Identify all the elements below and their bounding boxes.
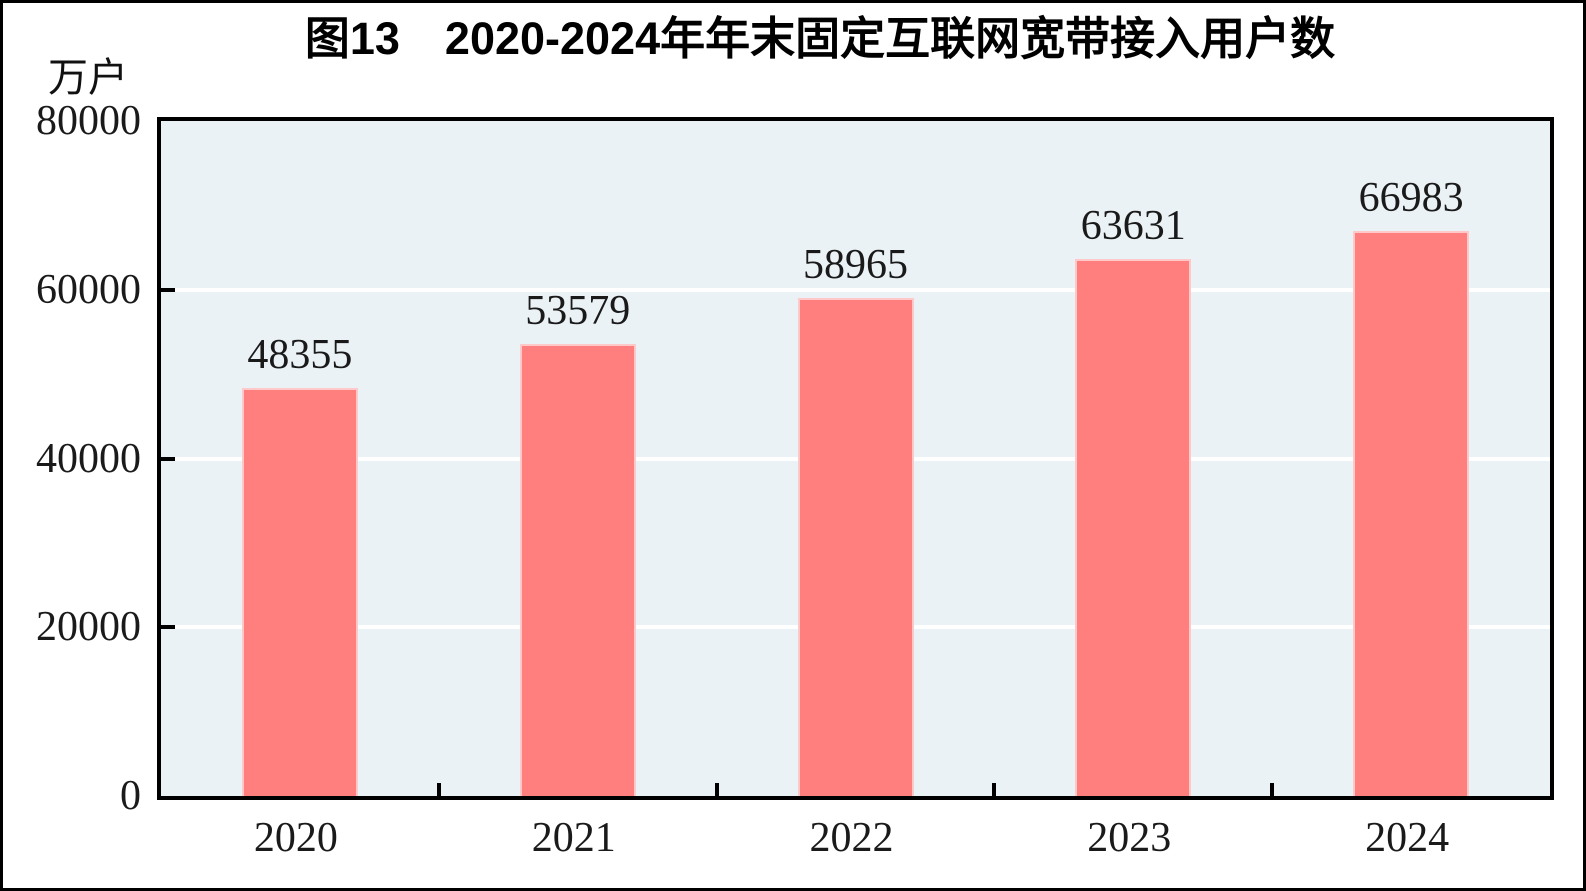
x-axis-tick-3 [992,783,997,796]
y-tick-label-60000: 60000 [36,266,141,313]
y-tick-label-20000: 20000 [36,604,141,651]
y-axis-unit-label: 万户 [48,55,128,100]
bar-value-label-2023: 63631 [1080,203,1186,250]
bar-value-label-2024: 66983 [1358,174,1464,221]
y-tick-label-80000: 80000 [36,98,141,144]
bar-2022 [797,298,914,796]
bar-2020 [241,388,358,796]
bar-value-label-2021: 53579 [525,287,631,334]
x-category-label-2020: 2020 [253,815,338,861]
bar-2024 [1353,230,1470,796]
x-axis-tick-2 [714,783,719,796]
bar-value-label-2022: 58965 [803,242,908,289]
y-tick-label-40000: 40000 [36,435,141,482]
x-axis: 2020 2021 2022 2023 2024 [157,815,1554,865]
y-axis-tick-20000 [161,625,175,630]
bar-2023 [1075,259,1192,796]
x-axis-tick-1 [436,783,441,796]
x-axis-tick-4 [1270,783,1275,796]
bar-2021 [519,343,636,796]
gridline-60000 [161,287,1550,292]
y-axis: 0 20000 40000 60000 80000 [3,100,141,817]
x-category-label-2024: 2024 [1365,815,1450,861]
bar-value-label-2020: 48355 [247,332,353,379]
x-category-label-2022: 2022 [809,815,894,861]
x-category-label-2021: 2021 [531,815,616,861]
x-category-label-2023: 2023 [1087,815,1172,861]
y-axis-tick-40000 [161,456,175,461]
chart-title: 图13 2020-2024年年末固定互联网宽带接入用户数 [304,13,1336,64]
y-tick-label-0: 0 [120,773,141,819]
y-axis-tick-60000 [161,287,175,292]
plot-area: 48355 53579 58965 63631 66983 [157,117,1554,800]
